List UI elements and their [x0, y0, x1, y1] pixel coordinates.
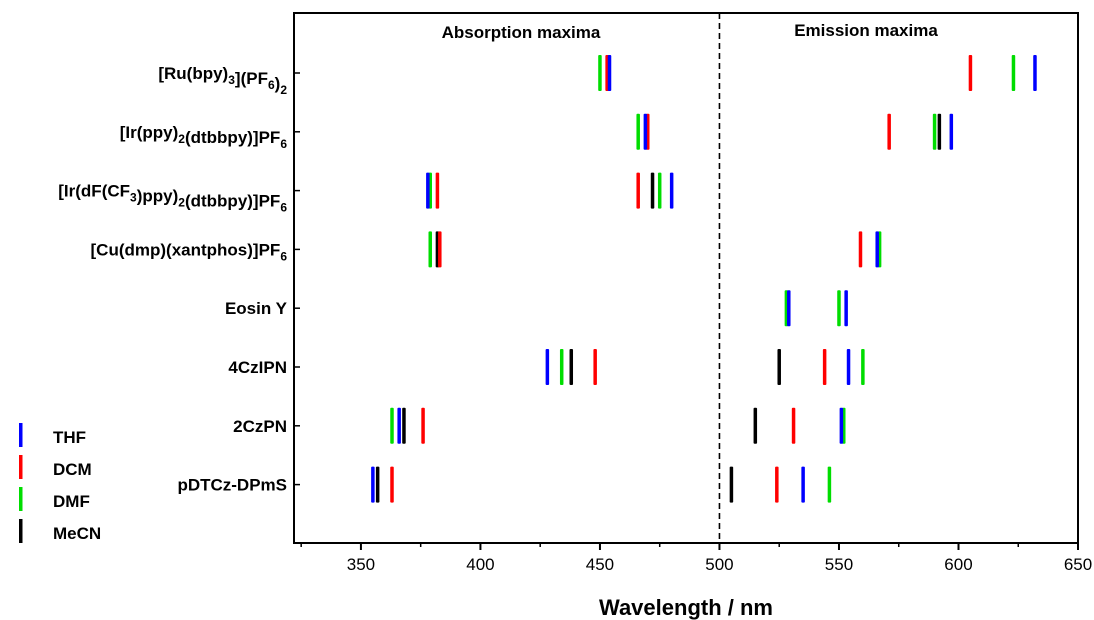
marker-dmf-emission	[827, 466, 832, 503]
marker-dcm-emission	[858, 231, 863, 268]
legend-marker-thf	[19, 423, 23, 447]
legend-label-mecn: MeCN	[53, 524, 101, 543]
marker-thf-absorption	[787, 290, 791, 327]
category-label: 4CzIPN	[228, 358, 287, 377]
marker-dcm-emission	[822, 349, 827, 385]
category-label: Eosin Y	[225, 299, 288, 318]
marker-dmf-emission	[861, 349, 865, 385]
x-axis-title: Wavelength / nm	[599, 595, 773, 620]
legend-marker-dmf	[19, 487, 23, 511]
category-label: [Ru(bpy)3](PF6)2	[158, 64, 287, 97]
marker-dmf-absorption	[636, 113, 640, 150]
marker-dmf-emission	[932, 113, 937, 150]
legend-marker-mecn	[19, 519, 23, 543]
x-tick-label: 350	[347, 555, 375, 574]
marker-dcm-absorption	[593, 349, 597, 385]
marker-mecn-emission	[753, 407, 758, 444]
marker-thf-absorption	[397, 407, 401, 444]
marker-dmf-absorption	[390, 407, 394, 444]
marker-mecn-absorption	[375, 466, 380, 503]
marker-thf-emission	[844, 290, 848, 327]
marker-dcm-absorption	[438, 231, 442, 268]
marker-mecn-emission	[777, 349, 781, 385]
marker-mecn-absorption	[569, 349, 574, 385]
marker-thf-emission	[949, 113, 954, 150]
category-label: [Ir(dF(CF3)ppy)2(dtbbpy)]PF6	[58, 182, 287, 215]
marker-dmf-emission	[837, 290, 841, 327]
x-tick-label: 600	[944, 555, 972, 574]
x-tick-label: 400	[466, 555, 494, 574]
legend-marker-dcm	[19, 455, 23, 479]
marker-thf-emission	[875, 231, 879, 268]
category-label: [Cu(dmp)(xantphos)]PF6	[91, 240, 288, 263]
marker-mecn-absorption	[402, 407, 406, 444]
x-tick-label: 650	[1064, 555, 1092, 574]
plot-frame	[293, 12, 1079, 544]
marker-thf-absorption	[643, 113, 648, 150]
marker-dcm-emission	[775, 466, 779, 503]
legend-label-dcm: DCM	[53, 460, 92, 479]
region-label-emission: Emission maxima	[794, 21, 938, 40]
legend-label-dmf: DMF	[53, 492, 90, 511]
marker-thf-absorption	[607, 55, 612, 91]
marker-dcm-absorption	[435, 172, 440, 209]
marker-thf-emission	[801, 466, 805, 503]
legend-label-thf: THF	[53, 428, 86, 447]
category-label: [Ir(ppy)2(dtbbpy)]PF6	[120, 123, 288, 151]
marker-thf-emission	[1033, 55, 1037, 91]
marker-dcm-absorption	[390, 466, 394, 503]
marker-thf-emission	[839, 407, 844, 444]
marker-dmf-emission	[1011, 55, 1016, 91]
marker-dcm-emission	[968, 55, 973, 91]
x-tick-label: 500	[705, 555, 733, 574]
marker-dmf-absorption	[598, 55, 602, 91]
marker-dcm-absorption	[421, 407, 425, 444]
category-label: pDTCz-DPmS	[177, 476, 287, 495]
region-label-absorption: Absorption maxima	[442, 23, 601, 42]
marker-mecn-emission	[937, 113, 942, 150]
marker-thf-absorption	[371, 466, 375, 503]
marker-thf-emission	[846, 349, 851, 385]
x-tick-label: 450	[586, 555, 614, 574]
marker-dcm-emission	[887, 113, 891, 150]
marker-mecn-emission	[729, 466, 734, 503]
marker-thf-absorption	[545, 349, 550, 385]
marker-dmf-absorption	[559, 349, 564, 385]
marker-dcm-emission	[791, 407, 796, 444]
marker-thf-absorption	[426, 172, 430, 209]
marker-thf-emission	[669, 172, 674, 209]
marker-dcm-emission	[636, 172, 640, 209]
x-tick-label: 550	[825, 555, 853, 574]
category-label: 2CzPN	[233, 417, 287, 436]
marker-dmf-absorption	[428, 231, 432, 268]
marker-mecn-absorption	[650, 172, 655, 209]
marker-dmf-emission	[657, 172, 662, 209]
